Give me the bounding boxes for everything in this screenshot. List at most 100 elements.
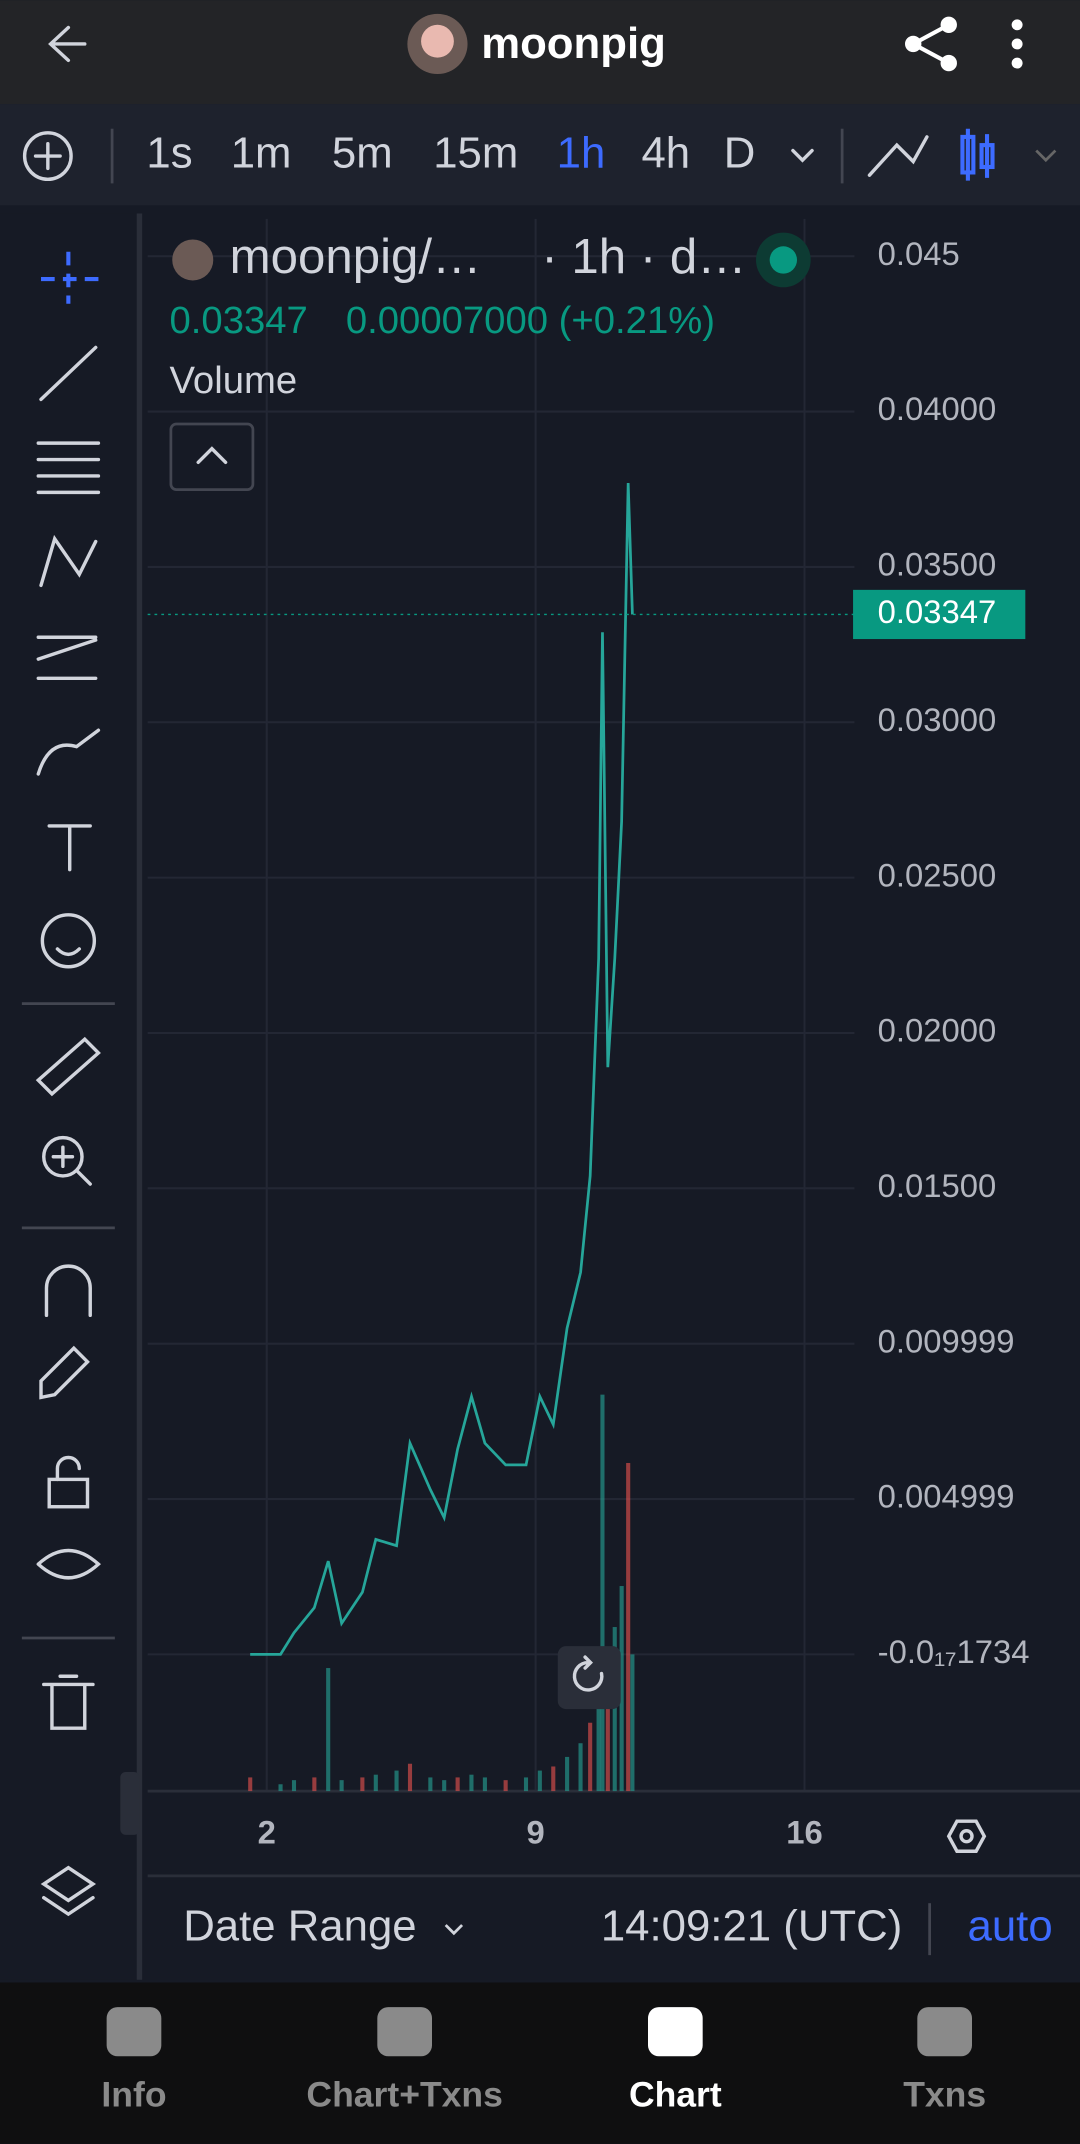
interval-button[interactable]: 4h: [641, 129, 690, 178]
emoji-tool[interactable]: [40, 913, 97, 969]
volume-bar: [630, 1654, 635, 1792]
y-tick-label: 0.004999: [878, 1478, 1015, 1515]
volume-bar: [612, 1627, 617, 1792]
price-line: [250, 483, 634, 1656]
volume-bar: [503, 1780, 508, 1792]
volume-bar: [248, 1777, 253, 1792]
volume-bar: [482, 1777, 487, 1792]
nav-icon[interactable]: [106, 2007, 162, 2057]
reset-icon: [572, 1655, 604, 1692]
pattern-tool[interactable]: [39, 534, 98, 588]
volume-bar: [596, 1681, 601, 1792]
volume-bar: [588, 1722, 593, 1792]
settings-icon: [959, 1829, 974, 1844]
live-dot: [769, 246, 798, 274]
interval-button[interactable]: 5m: [332, 129, 393, 178]
y-tick-label: 0.01500: [878, 1167, 997, 1204]
menu-button[interactable]: [1011, 19, 1023, 69]
nav-icon[interactable]: [377, 2007, 432, 2057]
last-price-tag: [853, 589, 1026, 640]
volume-bar: [619, 1586, 624, 1792]
collapse-legend-button[interactable]: [169, 422, 255, 491]
add-indicator-button[interactable]: [22, 131, 73, 181]
volume-bar: [428, 1777, 433, 1792]
volume-bar: [565, 1756, 570, 1792]
x-tick-label: 2: [258, 1814, 276, 1851]
interval-button[interactable]: 1s: [146, 129, 192, 178]
nav-icon[interactable]: [648, 2007, 703, 2057]
volume-bar: [312, 1777, 317, 1792]
volume-bar: [578, 1743, 583, 1792]
y-tick-label: 0.03000: [878, 701, 997, 738]
volume-bar: [523, 1777, 529, 1792]
date-range-button[interactable]: Date Range: [183, 1902, 416, 1951]
magnet-tool[interactable]: [44, 1264, 92, 1318]
volume-bar: [626, 1462, 631, 1792]
interval-button[interactable]: D: [724, 129, 756, 178]
line-style-button[interactable]: [867, 135, 929, 177]
interval-button[interactable]: 1h: [557, 129, 606, 178]
nav-tab[interactable]: Txns: [903, 2075, 986, 2115]
crosshair-tool[interactable]: [41, 251, 99, 304]
bottom-nav: [0, 1982, 1080, 2144]
zoom-tool[interactable]: [42, 1135, 92, 1186]
x-tick-label: 16: [786, 1814, 822, 1851]
y-tick-label: 0.045: [878, 235, 960, 272]
nav-tab[interactable]: Chart+Txns: [306, 2075, 502, 2115]
style-dropdown[interactable]: [1035, 149, 1057, 163]
legend-avatar: [172, 239, 214, 281]
lock-tool[interactable]: [47, 1455, 90, 1509]
fib-tool[interactable]: [36, 441, 101, 495]
auto-scale-button[interactable]: auto: [968, 1902, 1053, 1951]
nav-tab[interactable]: Chart: [629, 2075, 722, 2115]
toolbar-collapse[interactable]: [120, 1771, 140, 1835]
legend-price: 0.03347: [170, 299, 308, 342]
share-button[interactable]: [905, 16, 957, 72]
chart-settings-button[interactable]: [946, 1819, 987, 1853]
legend-interval: · 1h · d…: [541, 229, 746, 284]
visibility-tool[interactable]: [36, 1548, 101, 1580]
volume-bar: [360, 1777, 365, 1792]
back-button[interactable]: [48, 25, 87, 63]
interval-dropdown[interactable]: [791, 148, 814, 163]
lock-drawings-tool[interactable]: [39, 1345, 90, 1400]
token-avatar-face: [421, 24, 454, 58]
ruler-tool[interactable]: [35, 1036, 101, 1097]
reset-chart-button[interactable]: [557, 1646, 621, 1710]
candle-style-button[interactable]: [960, 128, 995, 181]
collapse-icon: [196, 446, 228, 464]
top-bar: [0, 0, 1080, 105]
volume-bar: [469, 1774, 474, 1792]
y-tick-label: 0.02000: [878, 1012, 997, 1049]
legend-change: 0.00007000 (+0.21%): [346, 299, 715, 342]
volume-bar: [551, 1766, 556, 1792]
token-title: moonpig: [481, 19, 666, 68]
volume-bar: [537, 1770, 542, 1792]
legend-symbol: moonpig/…: [230, 229, 482, 284]
interval-toolbar: [0, 104, 1080, 206]
volume-bar: [278, 1784, 283, 1792]
prediction-tool[interactable]: [36, 635, 98, 680]
interval-button[interactable]: 1m: [231, 129, 292, 178]
volume-label: Volume: [170, 359, 298, 402]
text-tool[interactable]: [47, 824, 92, 872]
trend-line-tool[interactable]: [39, 345, 98, 402]
brush-tool[interactable]: [36, 728, 101, 776]
volume-bar: [455, 1777, 460, 1792]
y-tick-label: 0.04000: [878, 390, 997, 427]
y-tick-label: 0.03500: [878, 546, 997, 583]
delete-tool[interactable]: [42, 1674, 95, 1730]
layers-tool[interactable]: [40, 1865, 97, 1917]
clock: 14:09:21 (UTC): [601, 1902, 902, 1951]
last-price-label: 0.03347: [878, 593, 997, 630]
y-tick-label: 0.009999: [878, 1322, 1015, 1359]
nav-icon[interactable]: [917, 2007, 972, 2057]
nav-tab[interactable]: Info: [101, 2075, 166, 2115]
volume-bar: [291, 1780, 297, 1792]
volume-bar: [339, 1780, 344, 1792]
y-tick-label: -0.0₁₇1734: [878, 1633, 1030, 1670]
interval-button[interactable]: 15m: [433, 129, 518, 178]
volume-bar: [394, 1770, 399, 1792]
volume-bar: [442, 1780, 447, 1792]
